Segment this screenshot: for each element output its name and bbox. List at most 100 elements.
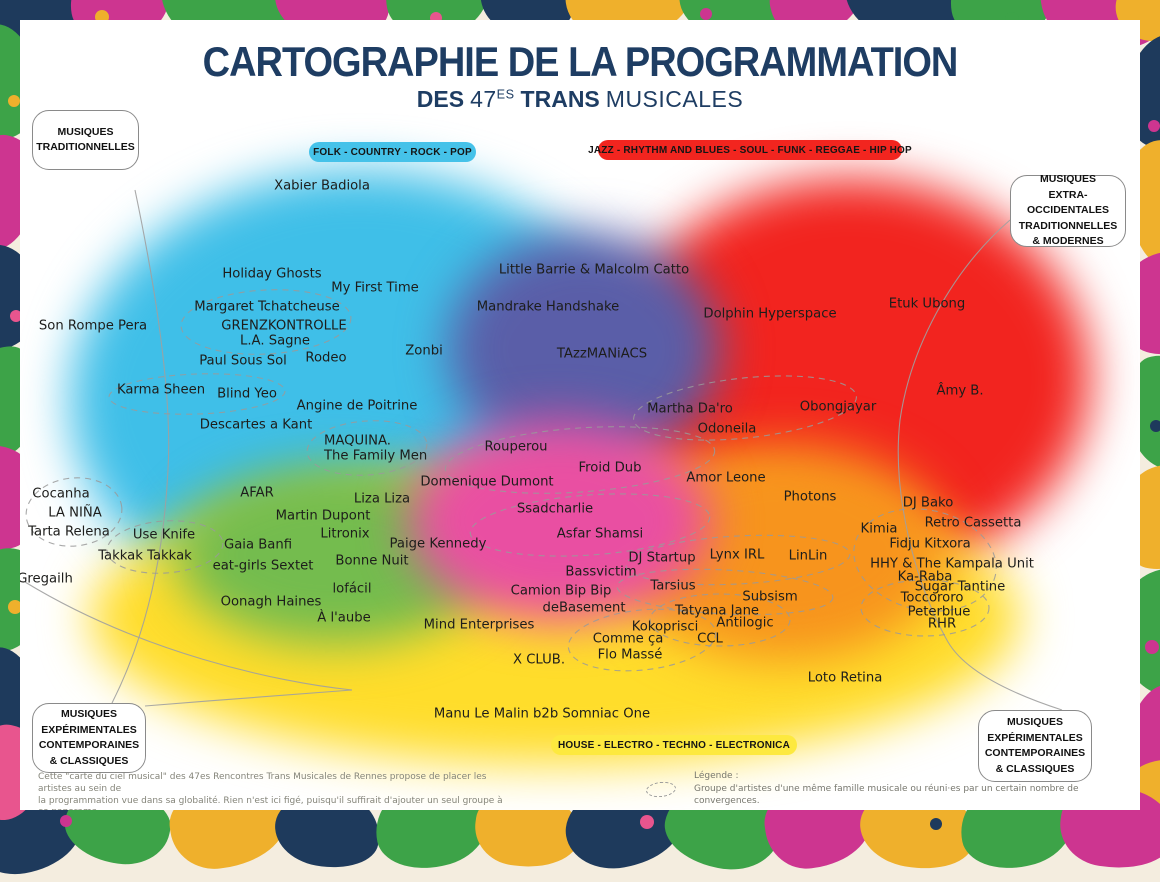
artist-label: Retro Cassetta: [924, 515, 1022, 531]
legend: Légende : Groupe d'artistes d'une même f…: [638, 770, 1140, 808]
artist-label: Ssadcharlie: [516, 501, 594, 517]
artist-label: Cocanha: [32, 486, 90, 502]
artist-label: À l'aube: [317, 610, 371, 626]
artist-label: Manu Le Malin b2b Somniac One: [433, 706, 651, 722]
artist-label: Litronix: [320, 526, 370, 542]
page-title: CARTOGRAPHIE DE LA PROGRAMMATION DES 47ES…: [20, 39, 1140, 113]
artist-label: Tarta Relena: [28, 524, 110, 540]
artist-label: Gaia Banfi: [223, 537, 293, 553]
artist-label: MAQUINA.: [324, 433, 391, 449]
artist-label: deBasement: [542, 600, 626, 616]
artist-label: Loto Retina: [807, 670, 883, 686]
artist-label: Obongjayar: [799, 399, 877, 415]
artist-label: Paul Sous Sol: [199, 353, 287, 369]
legend-label: Légende :: [694, 771, 739, 781]
map-panel: CARTOGRAPHIE DE LA PROGRAMMATION DES 47ES…: [20, 20, 1140, 810]
group-ellipse-icon: [645, 780, 677, 799]
artist-label: Blind Yeo: [217, 386, 277, 402]
corner-box-bl: MUSIQUES EXPÉRIMENTALES CONTEMPORAINES & CL…: [32, 703, 146, 773]
pattern-dot: [700, 8, 712, 20]
artist-label: Photons: [783, 489, 837, 505]
artist-label: Karma Sheen: [116, 382, 206, 398]
artist-label: Froid Dub: [578, 460, 642, 476]
category-pill-jazz: JAZZ - RHYTHM AND BLUES - SOUL - FUNK - …: [588, 140, 912, 160]
artist-label: Xabier Badiola: [274, 178, 370, 194]
pattern-dot: [8, 95, 20, 107]
corner-box-tl: MUSIQUES TRADITIONNELLES: [32, 110, 139, 170]
title-line1: CARTOGRAPHIE DE LA PROGRAMMATION: [202, 39, 959, 87]
artist-label: Flo Massé: [597, 647, 663, 663]
artist-label: Toccororo: [900, 590, 964, 606]
artist-label: Asfar Shamsi: [556, 526, 644, 542]
artist-label: Dolphin Hyperspace: [703, 306, 837, 322]
artist-label: Martha Da'ro: [647, 401, 733, 417]
artist-label: RHR: [927, 616, 957, 632]
artist-label: Rouperou: [484, 439, 548, 455]
artist-label: My First Time: [331, 280, 419, 296]
pattern-dot: [930, 818, 942, 830]
pattern-dot: [1148, 120, 1160, 132]
artist-label: Martin Dupont: [275, 508, 371, 524]
artist-label: Mind Enterprises: [423, 617, 535, 633]
artist-label: DJ Bako: [902, 495, 954, 511]
artist-label: Comme ça: [592, 631, 664, 647]
artist-label: Paige Kennedy: [389, 536, 487, 552]
artist-label: LinLin: [788, 548, 828, 564]
artist-label: Angine de Poitrine: [296, 398, 418, 414]
artist-label: Bassvictim: [565, 564, 637, 580]
artist-label: Oonagh Haines: [220, 594, 322, 610]
artist-label: Holiday Ghosts: [222, 266, 322, 282]
artist-label: DJ Startup: [628, 550, 696, 566]
artist-label: Fidju Kitxora: [889, 536, 971, 552]
artist-label: Subsism: [742, 589, 798, 605]
artist-label: LA NIÑA: [48, 505, 102, 521]
artist-label: AFAR: [240, 485, 274, 501]
artist-label: Gregailh: [20, 571, 73, 587]
artist-label: Tarsius: [650, 578, 696, 594]
category-pill-house: HOUSE - ELECTRO - TECHNO - ELECTRONICA: [551, 735, 797, 755]
artist-label: X CLUB.: [512, 652, 566, 668]
artist-label: TAzzMANiACS: [556, 346, 648, 362]
artist-label: The Family Men: [324, 448, 428, 464]
artist-label: Zonbi: [405, 343, 443, 359]
pattern-dot: [1150, 420, 1160, 432]
artist-label: eat-girls Sextet: [212, 558, 314, 574]
artist-label: Use Knife: [132, 527, 196, 543]
artist-label: Takkak Takkak: [98, 548, 192, 564]
artist-label: Little Barrie & Malcolm Catto: [498, 262, 690, 278]
artist-label: Liza Liza: [353, 491, 411, 507]
pattern-dot: [8, 600, 22, 614]
artist-label: L.A. Sagne: [239, 333, 311, 349]
artist-label: Mandrake Handshake: [476, 299, 620, 315]
corner-box-tr: MUSIQUES EXTRA-OCCIDENTALES TRADITIONNELLE…: [1010, 173, 1126, 247]
artist-label: Margaret Tchatcheuse: [194, 299, 340, 315]
artist-label: Camion Bip Bip: [510, 583, 612, 599]
pattern-dot: [1145, 640, 1159, 654]
title-line2: DES 47ES TRANS MUSICALES: [416, 86, 744, 112]
artist-label: lofácil: [332, 581, 372, 597]
artist-label: Descartes a Kant: [199, 417, 313, 433]
artist-label: GRENZKONTROLLE: [221, 318, 347, 334]
artist-label: Son Rompe Pera: [38, 318, 148, 334]
artist-label: Domenique Dumont: [420, 474, 554, 490]
artist-label: Kimia: [860, 521, 898, 537]
artist-label: Âmy B.: [936, 383, 984, 399]
artist-label: Rodeo: [305, 350, 347, 366]
artist-label: Odoneila: [697, 421, 757, 437]
pattern-dot: [60, 815, 72, 827]
category-pill-folk: FOLK - COUNTRY - ROCK - POP: [309, 142, 476, 162]
artist-label: Bonne Nuit: [335, 553, 409, 569]
pattern-dot: [350, 818, 362, 830]
artist-label: Amor Leone: [686, 470, 766, 486]
footer-note: Cette "carte du ciel musical" des 47es R…: [38, 772, 503, 810]
artist-layer: Xabier Badiola Holiday Ghosts My First Tim…: [20, 20, 1140, 810]
pattern-dot: [640, 815, 654, 829]
artist-label: Lynx IRL: [709, 547, 765, 563]
artist-label: Etuk Ubong: [888, 296, 966, 312]
pattern-dot: [10, 310, 22, 322]
artist-label: CCL: [697, 631, 723, 647]
artist-label: Antilogic: [716, 615, 774, 631]
legend-description: Groupe d'artistes d'une même famille mus…: [694, 783, 1079, 807]
